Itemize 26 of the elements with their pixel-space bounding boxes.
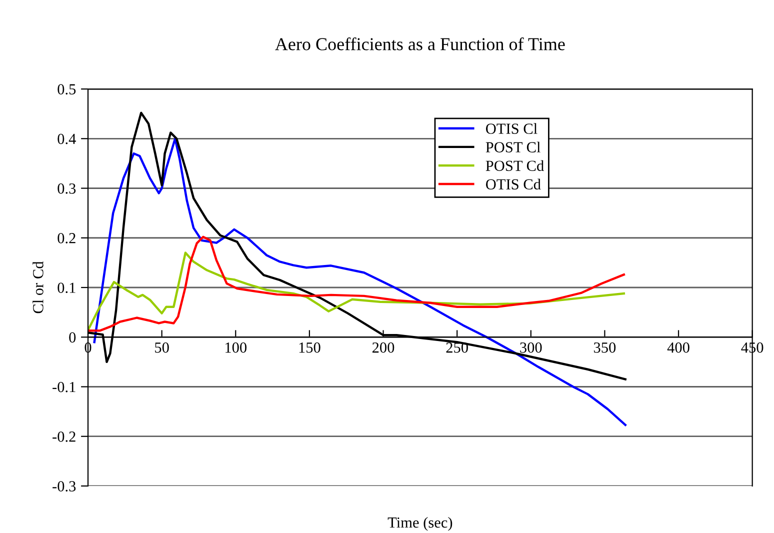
x-tick-label: 50	[155, 342, 169, 353]
y-tick-label: 0.2	[58, 233, 76, 244]
line-series	[88, 236, 625, 332]
x-axis-title: Time (sec)	[388, 516, 452, 531]
y-axis-title: Cl or Cd	[32, 261, 44, 314]
x-tick-label: 200	[372, 342, 394, 353]
line-series	[93, 138, 626, 426]
legend-label: POST Cl	[486, 142, 540, 152]
legend-label: OTIS Cl	[486, 123, 538, 134]
y-tick-label: 0	[69, 332, 76, 343]
y-tick-label: 0.3	[58, 183, 76, 194]
x-tick-label: 350	[594, 342, 616, 353]
y-tick-label: 0.5	[58, 84, 76, 95]
y-tick-label: 0.4	[58, 134, 76, 144]
y-tick-label: 0.1	[58, 282, 76, 294]
legend-label: OTIS Cd	[486, 178, 541, 190]
x-tick-label: 400	[667, 342, 690, 353]
x-tick-label: 300	[520, 342, 542, 353]
y-tick-label: -0.1	[52, 382, 76, 392]
line-series	[88, 252, 625, 332]
legend-label: POST Cd	[486, 160, 544, 171]
chart-title: Aero Coefficients as a Function of Time	[275, 37, 565, 50]
y-tick-label: -0.2	[52, 432, 76, 442]
y-tick-label: -0.3	[52, 481, 76, 492]
x-tick-label: 150	[299, 342, 320, 353]
x-tick-label: 100	[226, 342, 247, 353]
